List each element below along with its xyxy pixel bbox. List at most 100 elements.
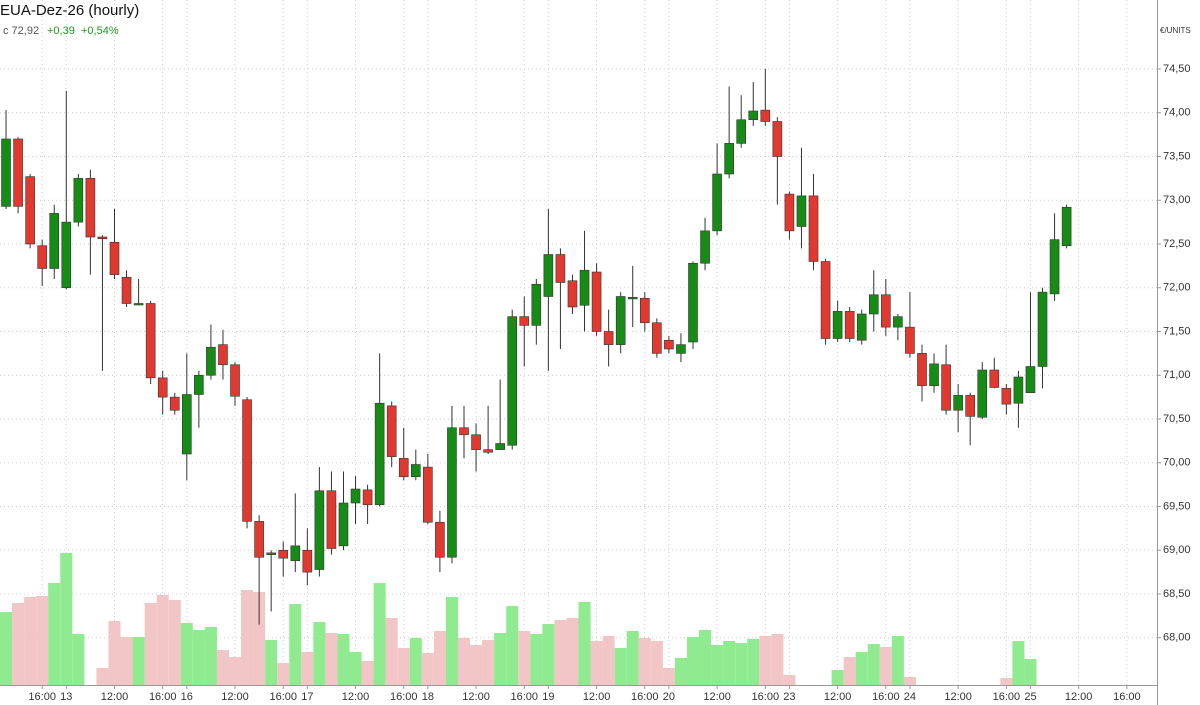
volume-bar (747, 639, 760, 685)
candle-body (555, 254, 566, 283)
x-tick-label: 13 (60, 691, 72, 703)
volume-bar (783, 675, 796, 685)
candle-body (206, 346, 216, 376)
volume-bar (144, 603, 157, 685)
candle-body (266, 552, 276, 555)
candles (1, 69, 1072, 625)
volume-bar (650, 641, 663, 685)
volume-bar (638, 638, 651, 685)
y-tick-label: 72,50 (1163, 238, 1191, 250)
volume-bar (831, 670, 844, 685)
candle-body (37, 245, 47, 269)
volume-bar (337, 634, 350, 685)
candle-body (459, 427, 469, 436)
volume-bar (265, 640, 278, 685)
candle-body (447, 427, 457, 558)
volume-bar (626, 631, 639, 685)
volume-bar (674, 658, 687, 685)
volume-bar (60, 553, 73, 685)
candle-body (820, 261, 831, 339)
volume-bar (566, 618, 579, 685)
volume-bar (192, 630, 205, 685)
candle-body (1001, 388, 1012, 405)
candle-body (712, 173, 722, 232)
volume-bar (156, 595, 169, 685)
candle-body (471, 434, 481, 450)
y-tick-label: 68,50 (1163, 588, 1191, 600)
y-unit: €/UNITS (1160, 26, 1191, 35)
y-tick-label: 74,50 (1163, 63, 1191, 75)
candle-body (832, 311, 843, 339)
candle-body (868, 294, 879, 315)
candle-body (917, 353, 927, 387)
candle-body (374, 402, 385, 506)
x-tick-label: 16:00 (28, 691, 56, 703)
x-tick-label: 16:00 (631, 691, 659, 703)
grid (0, 0, 1161, 689)
x-tick-label: 12:00 (462, 691, 490, 703)
volume-bar (735, 643, 748, 685)
y-tick-label: 70,00 (1163, 457, 1191, 469)
y-tick-label: 72,00 (1163, 282, 1191, 294)
candle-body (772, 121, 783, 157)
volume-bar (301, 652, 314, 685)
volume-bar (421, 653, 434, 685)
candle-body (591, 271, 602, 332)
volume-bar (686, 637, 700, 685)
y-tick-label: 71,50 (1163, 325, 1191, 337)
volume-bar (614, 648, 627, 685)
candle-body (25, 176, 35, 245)
candle-body (664, 339, 674, 350)
volume-bar (445, 597, 458, 685)
candle-body (230, 364, 240, 397)
volume-bar (96, 668, 109, 685)
y-tick-label: 71,00 (1163, 369, 1191, 381)
candle-body (784, 193, 795, 232)
volume-bar (662, 668, 675, 685)
candle-body (989, 369, 1000, 388)
candle-body (97, 236, 108, 240)
x-tick-label: 16:00 (872, 691, 900, 703)
candle-body (1025, 366, 1036, 394)
volume-bar (36, 596, 49, 685)
candle-body (1061, 206, 1072, 247)
candle-body (398, 458, 409, 478)
volume-bar (457, 638, 471, 685)
y-tick-label: 69,50 (1163, 500, 1191, 512)
candle-body (109, 241, 120, 275)
candle-body (724, 143, 734, 175)
volume-bar (699, 630, 712, 685)
volume-bar (903, 677, 916, 685)
candle-body (73, 178, 84, 223)
candle-body (881, 294, 891, 328)
volume-bar (506, 606, 519, 685)
candle-body (242, 399, 252, 522)
x-tick-label: 25 (1024, 691, 1036, 703)
close-label: c 72,92 (3, 25, 39, 37)
candle-body (507, 316, 518, 446)
candle-body (435, 521, 445, 558)
candle-body (350, 488, 361, 504)
volume-bar (590, 641, 603, 685)
volume-bar (891, 636, 904, 685)
y-tick-label: 73,00 (1163, 194, 1191, 206)
volume-bar (204, 627, 217, 685)
volume-bar (542, 624, 555, 685)
candle-body (169, 396, 180, 411)
candle-body (326, 490, 337, 549)
volume-bar (409, 638, 422, 685)
candle-body (579, 269, 590, 306)
x-tick-label: 19 (542, 691, 554, 703)
candle-body (531, 283, 542, 326)
candle-body (157, 377, 168, 398)
candle-body (844, 311, 855, 339)
volume-bar (879, 647, 892, 685)
candle-body (483, 449, 493, 453)
x-tick-label: 16:00 (752, 691, 780, 703)
candle-body (748, 110, 759, 121)
candle-body (218, 344, 228, 366)
volume-bar (482, 640, 495, 685)
candle-body (314, 490, 325, 570)
x-tick-label: 16:00 (1113, 691, 1141, 703)
